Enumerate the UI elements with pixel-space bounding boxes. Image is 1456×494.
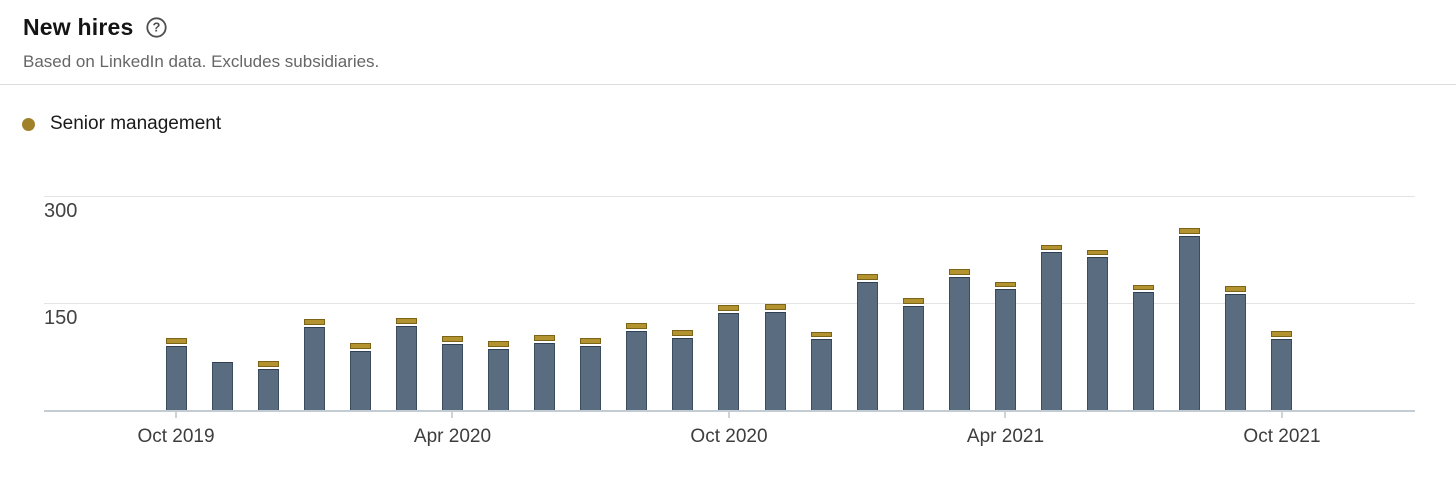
bar-senior-cap-oct-2021[interactable] [1271,330,1293,337]
bar-may-2020[interactable] [488,348,510,410]
x-axis-label-apr-2021: Apr 2021 [966,426,1045,447]
bar-senior-cap-aug-2021[interactable] [1179,228,1201,234]
bar-dec-2020[interactable] [810,339,832,410]
bar-senior-cap-jun-2021[interactable] [1087,249,1109,256]
bar-senior-cap-jul-2021[interactable] [1133,284,1155,291]
bar-senior-cap-nov-2020[interactable] [764,303,786,310]
bar-nov-2019[interactable] [211,362,233,410]
bar-senior-cap-jan-2020[interactable] [303,318,325,325]
x-axis-label-oct-2021: Oct 2021 [1243,426,1321,447]
bar-jan-2020[interactable] [303,326,325,410]
svg-text:?: ? [153,19,161,34]
bar-senior-cap-sep-2021[interactable] [1225,286,1247,292]
question-mark-circle-icon[interactable]: ? [145,16,168,39]
bar-senior-cap-may-2020[interactable] [488,340,510,347]
bar-senior-cap-mar-2021[interactable] [948,268,970,275]
bar-senior-cap-dec-2019[interactable] [257,360,279,367]
bar-dec-2019[interactable] [257,368,279,410]
bar-senior-cap-jun-2020[interactable] [534,335,556,341]
bar-oct-2021[interactable] [1271,338,1293,410]
bar-senior-cap-oct-2020[interactable] [718,305,740,311]
legend-item-senior-management[interactable]: Senior management [22,112,221,136]
bar-sep-2021[interactable] [1225,293,1247,410]
bar-senior-cap-apr-2021[interactable] [994,281,1016,288]
bar-senior-cap-dec-2020[interactable] [810,331,832,338]
x-axis-label-oct-2020: Oct 2020 [690,426,768,447]
x-tick-oct-2021 [1280,412,1283,418]
bar-jun-2021[interactable] [1087,257,1109,410]
bar-senior-cap-mar-2020[interactable] [395,318,417,324]
bar-senior-cap-oct-2019[interactable] [165,338,187,344]
bar-senior-cap-jul-2020[interactable] [580,338,602,344]
bar-oct-2019[interactable] [165,345,187,410]
bar-apr-2021[interactable] [994,289,1016,410]
x-tick-oct-2019 [175,412,177,418]
widget-subtitle: Based on LinkedIn data. Excludes subsidi… [23,52,380,71]
bar-mar-2020[interactable] [395,325,417,410]
x-axis-baseline [44,410,1415,412]
bar-jul-2021[interactable] [1133,292,1155,410]
bar-aug-2020[interactable] [626,330,648,410]
bar-senior-cap-aug-2020[interactable] [626,323,648,329]
widget-header: New hires ? Based on LinkedIn data. Excl… [23,13,379,72]
bar-sep-2020[interactable] [672,337,694,410]
bar-aug-2021[interactable] [1179,235,1201,410]
bar-feb-2020[interactable] [349,350,371,410]
bar-feb-2021[interactable] [902,305,924,410]
x-tick-apr-2020 [451,412,454,418]
bar-senior-cap-feb-2020[interactable] [349,343,371,349]
gridline-150 [44,303,1415,304]
gridline-300 [44,196,1415,197]
bar-senior-cap-feb-2021[interactable] [902,298,924,304]
bar-jun-2020[interactable] [534,342,556,410]
header-divider [0,84,1456,85]
page-title: New hires [23,14,134,40]
x-axis-label-apr-2020: Apr 2020 [413,426,492,447]
legend-label: Senior management [50,113,222,134]
bar-senior-cap-apr-2020[interactable] [441,335,463,342]
bar-apr-2020[interactable] [441,343,463,410]
bar-senior-cap-may-2021[interactable] [1041,244,1063,251]
x-axis-label-oct-2019: Oct 2019 [137,426,215,447]
bar-mar-2021[interactable] [948,276,970,410]
bar-oct-2020[interactable] [718,312,740,410]
bar-may-2021[interactable] [1041,252,1063,410]
bar-nov-2020[interactable] [764,311,786,410]
bar-senior-cap-sep-2020[interactable] [672,330,694,336]
bar-jul-2020[interactable] [580,345,602,410]
bar-senior-cap-jan-2021[interactable] [856,273,878,280]
bar-jan-2021[interactable] [856,281,878,410]
x-tick-apr-2021 [1004,412,1007,418]
x-tick-oct-2020 [727,412,730,418]
y-axis-label-150: 150 [44,307,78,329]
legend-dot-icon [22,117,35,131]
y-axis-label-300: 300 [44,200,78,222]
